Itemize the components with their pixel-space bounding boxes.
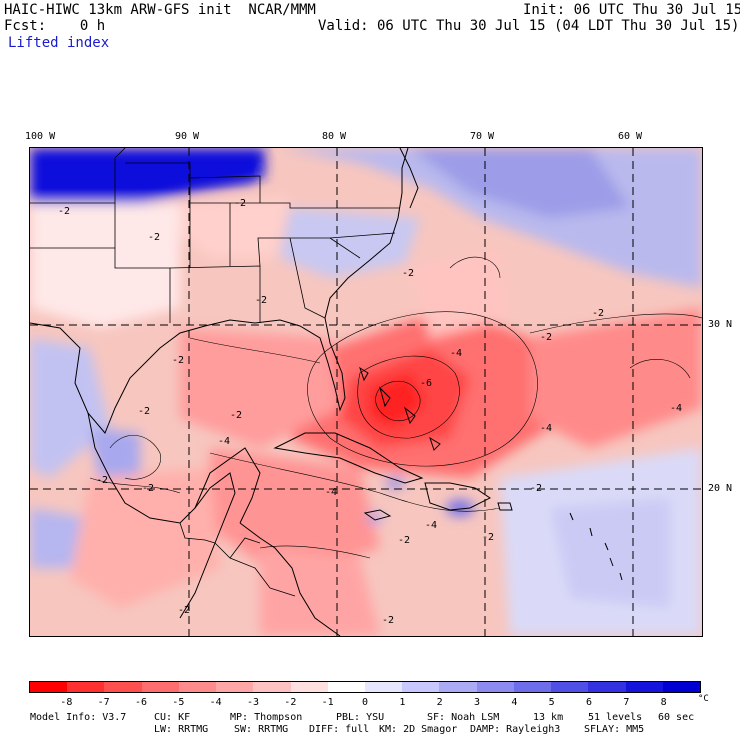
colorbar xyxy=(29,681,701,693)
valid-time: Valid: 06 UTC Thu 30 Jul 15 (04 LDT Thu … xyxy=(318,18,740,34)
colorbar-swatch xyxy=(141,682,179,692)
colorbar-swatch xyxy=(216,682,254,692)
footer-sw: SW: RRTMG xyxy=(234,724,289,735)
colorbar-unit: °C xyxy=(698,694,709,704)
colorbar-tick-label: 2 xyxy=(436,697,443,708)
footer-pbl: PBL: YSU xyxy=(336,712,385,723)
colorbar-swatch xyxy=(327,682,365,692)
footer-damp: DAMP: Rayleigh3 xyxy=(470,724,561,735)
contour-label: -2 xyxy=(172,355,184,366)
lon-label-90w: 90 W xyxy=(175,131,200,142)
footer-km: KM: 2D Smagor xyxy=(379,724,458,735)
footer-lw: LW: RRTMG xyxy=(154,724,209,735)
contour-label: -2 xyxy=(592,308,604,319)
contour-label-neg6: -6 xyxy=(420,378,432,389)
colorbar-tick-label: -2 xyxy=(284,697,297,708)
colorbar-tick-label: 8 xyxy=(660,697,667,708)
colorbar-swatch xyxy=(662,682,700,692)
colorbar-tick-label: -1 xyxy=(321,697,334,708)
colorbar-tick-label: 1 xyxy=(399,697,406,708)
footer-cu: CU: KF xyxy=(154,712,191,723)
colorbar-swatch xyxy=(476,682,514,692)
colorbar-tick-label: 6 xyxy=(585,697,593,708)
footer-timestep: 60 sec xyxy=(658,712,695,723)
forecast-hour: Fcst: 0 h xyxy=(4,18,106,34)
contour-lines xyxy=(89,256,702,559)
colorbar-swatch xyxy=(551,682,589,692)
colorbar-swatch xyxy=(439,682,477,692)
map-canvas: -2 -2 -2 -2 -2 -2 -2 -2 -2 -2 -2 -2 -2 -… xyxy=(30,148,702,636)
contour-label: -2 xyxy=(398,535,410,546)
colorbar-swatch xyxy=(290,682,328,692)
footer-mp: MP: Thompson xyxy=(230,712,303,723)
contour-label-neg4: -4 xyxy=(540,423,552,434)
lat-lon-grid xyxy=(30,148,702,636)
colorbar-swatch xyxy=(588,682,626,692)
contour-label: -2 xyxy=(255,295,267,306)
contour-label: -2 xyxy=(402,268,414,279)
contour-label-neg4: -4 xyxy=(450,348,462,359)
contour-label: -2 xyxy=(148,232,160,243)
footer-model-info: Model Info: V3.7 xyxy=(30,712,127,723)
colorbar-tick-label: -4 xyxy=(209,697,222,708)
contour-label: -2 xyxy=(138,406,150,417)
colorbar-swatch xyxy=(364,682,403,692)
contour-label: -2 xyxy=(234,198,246,209)
colorbar-tick-label: 5 xyxy=(548,697,555,708)
colorbar-tick-label: 7 xyxy=(623,697,630,708)
model-title: HAIC-HIWC 13km ARW-GFS init NCAR/MMM xyxy=(4,2,316,18)
contour-label-neg4: -4 xyxy=(218,436,230,447)
colorbar-swatch xyxy=(30,682,68,692)
colorbar-swatch xyxy=(625,682,663,692)
field-name: Lifted index xyxy=(8,35,110,51)
footer-levels: 51 levels xyxy=(588,712,643,723)
colorbar-tick-label: -7 xyxy=(97,697,110,708)
colorbar-tick-label: 3 xyxy=(473,697,481,708)
lon-label-60w: 60 W xyxy=(618,131,643,142)
lat-label-30n: 30 N xyxy=(708,319,733,330)
colorbar-tick-label: -6 xyxy=(134,697,148,708)
contour-label: -2 xyxy=(530,483,542,494)
colorbar-tick-label: -5 xyxy=(172,697,185,708)
colorbar-swatch xyxy=(253,682,291,692)
lon-label-100w: 100 W xyxy=(25,131,56,142)
colorbar-tick-label: 0 xyxy=(361,697,369,708)
contour-label: -2 xyxy=(382,615,394,626)
contour-label-neg4: -4 xyxy=(425,520,437,531)
footer-diff: DIFF: full xyxy=(309,724,370,735)
contour-label: -2 xyxy=(142,483,154,494)
colorbar-tick-label: -8 xyxy=(60,697,73,708)
colorbar-tick-label: -3 xyxy=(246,697,260,708)
footer-sf: SF: Noah LSM xyxy=(427,712,500,723)
contour-label: -2 xyxy=(178,605,190,616)
political-borders xyxy=(30,148,400,597)
contour-label: -2 xyxy=(230,410,242,421)
colorbar-swatch xyxy=(67,682,105,692)
contour-label-neg4: -4 xyxy=(325,487,337,498)
lon-label-70w: 70 W xyxy=(470,131,495,142)
colorbar-swatch xyxy=(513,682,552,692)
contour-label: -2 xyxy=(482,532,494,543)
colorbar-swatch xyxy=(402,682,440,692)
init-time: Init: 06 UTC Thu 30 Jul 15 xyxy=(523,2,740,18)
footer-sflay: SFLAY: MM5 xyxy=(584,724,645,735)
lat-label-20n: 20 N xyxy=(708,483,733,494)
colorbar-swatch xyxy=(178,682,217,692)
contour-label: -2 xyxy=(96,475,108,486)
contour-label-neg4: -4 xyxy=(670,403,682,414)
colorbar-tick-label: 4 xyxy=(511,697,518,708)
lifted-index-map: -2 -2 -2 -2 -2 -2 -2 -2 -2 -2 -2 -2 -2 -… xyxy=(29,147,703,637)
colorbar-swatch xyxy=(104,682,142,692)
footer-resolution: 13 km xyxy=(533,712,564,723)
contour-label: -2 xyxy=(58,206,70,217)
lon-label-80w: 80 W xyxy=(322,131,347,142)
contour-labels: -2 -2 -2 -2 -2 -2 -2 -2 -2 -2 -2 -2 -2 -… xyxy=(58,198,682,626)
contour-label: -2 xyxy=(540,332,552,343)
